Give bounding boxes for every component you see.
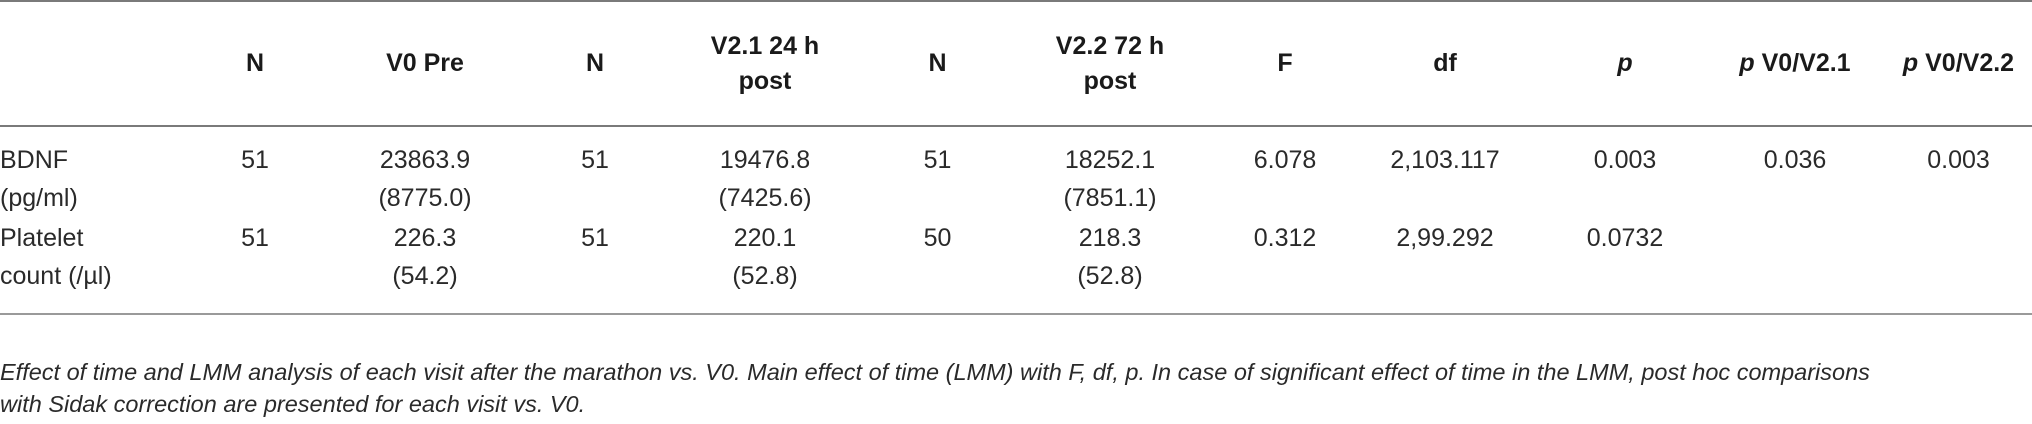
header-p-label: p (1617, 49, 1633, 77)
header-v22-line2: post (1083, 66, 1137, 95)
header-v21-line2: post (738, 66, 792, 95)
header-n-v22: N (880, 0, 995, 127)
header-f-label: F (1277, 49, 1293, 77)
cell-v0-sd: (54.2) (392, 262, 458, 290)
cell-p-v0-v22: 0.003 (1927, 146, 1990, 174)
cell-v0: 226.3 (54.2) (310, 217, 540, 315)
row-label-line2: (pg/ml) (0, 184, 78, 212)
header-p-v0-v21-label: V0/V2.1 (1754, 49, 1851, 77)
cell-f: 0.312 (1225, 217, 1345, 315)
header-df: df (1345, 0, 1545, 127)
header-n-v21: N (540, 0, 650, 127)
cell-v22-mean: 218.3 (1078, 224, 1142, 252)
cell-v0-mean: 23863.9 (379, 146, 471, 174)
header-p-v0-v22-prefix: p (1902, 49, 1919, 77)
cell-v0: 23863.9 (8775.0) (310, 126, 540, 217)
cell-v21-sd: (52.8) (732, 262, 798, 290)
row-label-line2: count (/µl) (0, 262, 112, 290)
cell-v22: 18252.1 (7851.1) (995, 126, 1225, 217)
header-v22-line1: V2.2 72 h (1055, 31, 1165, 60)
cell-n-v22: 51 (923, 146, 952, 174)
cell-f: 6.078 (1253, 146, 1317, 174)
header-v0-pre-label: V0 Pre (386, 49, 464, 77)
cell-v21: 220.1 (52.8) (650, 217, 880, 315)
header-f: F (1225, 0, 1345, 127)
header-n-v21-label: N (585, 49, 605, 77)
header-df-label: df (1433, 49, 1457, 77)
footnote-line2: with Sidak correction are presented for … (0, 391, 586, 417)
header-v0-pre: V0 Pre (310, 0, 540, 127)
cell-v22: 218.3 (52.8) (995, 217, 1225, 315)
cell-v21-mean: 19476.8 (719, 146, 811, 174)
header-p-v0-v21: p V0/V2.1 (1705, 0, 1885, 127)
header-v22: V2.2 72 h post (995, 0, 1225, 127)
table-footnote: Effect of time and LMM analysis of each … (0, 356, 2032, 420)
table-row: Platelet count (/µl) 51 226.3 (54.2) 51 … (0, 217, 2032, 315)
cell-p-v0-v21 (1705, 217, 1885, 315)
cell-n-v22: 50 (880, 217, 995, 315)
cell-n-v0: 51 (200, 217, 310, 315)
cell-v21: 19476.8 (7425.6) (650, 126, 880, 217)
row-label-line1: BDNF (0, 146, 69, 174)
header-v21-line1: V2.1 24 h (710, 31, 820, 60)
cell-n-v0: 51 (241, 146, 269, 174)
cell-v21-sd: (7425.6) (718, 184, 812, 212)
header-n-v0: N (200, 0, 310, 127)
header-p-v0-v22-label: V0/V2.2 (1918, 49, 2015, 77)
cell-p-v0-v22 (1885, 217, 2032, 315)
header-p-v0-v21-prefix: p (1739, 49, 1755, 77)
cell-v22-sd: (7851.1) (1063, 184, 1157, 212)
cell-v0-mean: 226.3 (393, 224, 457, 252)
cell-p: 0.0732 (1545, 217, 1705, 315)
table-row: BDNF (pg/ml) 51 23863.9 (8775.0) 51 1947… (0, 126, 2032, 217)
cell-n-v21: 51 (540, 217, 650, 315)
footnote-line1: Effect of time and LMM analysis of each … (0, 359, 1870, 385)
cell-v22-mean: 18252.1 (1064, 146, 1156, 174)
row-label-line1: Platelet (0, 224, 84, 252)
header-empty (0, 0, 200, 127)
cell-df: 2,103.117 (1390, 146, 1500, 174)
header-p-v0-v22: p V0/V2.2 (1885, 0, 2032, 127)
header-n-v22-label: N (928, 49, 947, 77)
cell-df: 2,99.292 (1345, 217, 1545, 315)
row-label: BDNF (pg/ml) (0, 126, 200, 217)
cell-p: 0.003 (1593, 146, 1657, 174)
cell-v22-sd: (52.8) (1077, 262, 1143, 290)
row-label: Platelet count (/µl) (0, 217, 200, 315)
results-table: N V0 Pre N V2.1 24 h post N V2.2 72 h po… (0, 0, 2032, 315)
cell-p-v0-v21: 0.036 (1763, 146, 1827, 174)
header-v21: V2.1 24 h post (650, 0, 880, 127)
header-row: N V0 Pre N V2.1 24 h post N V2.2 72 h po… (0, 0, 2032, 127)
cell-v21-mean: 220.1 (733, 224, 797, 252)
cell-n-v21: 51 (581, 146, 609, 174)
cell-v0-sd: (8775.0) (378, 184, 472, 212)
header-p: p (1545, 0, 1705, 127)
header-n-v0-label: N (245, 49, 265, 77)
